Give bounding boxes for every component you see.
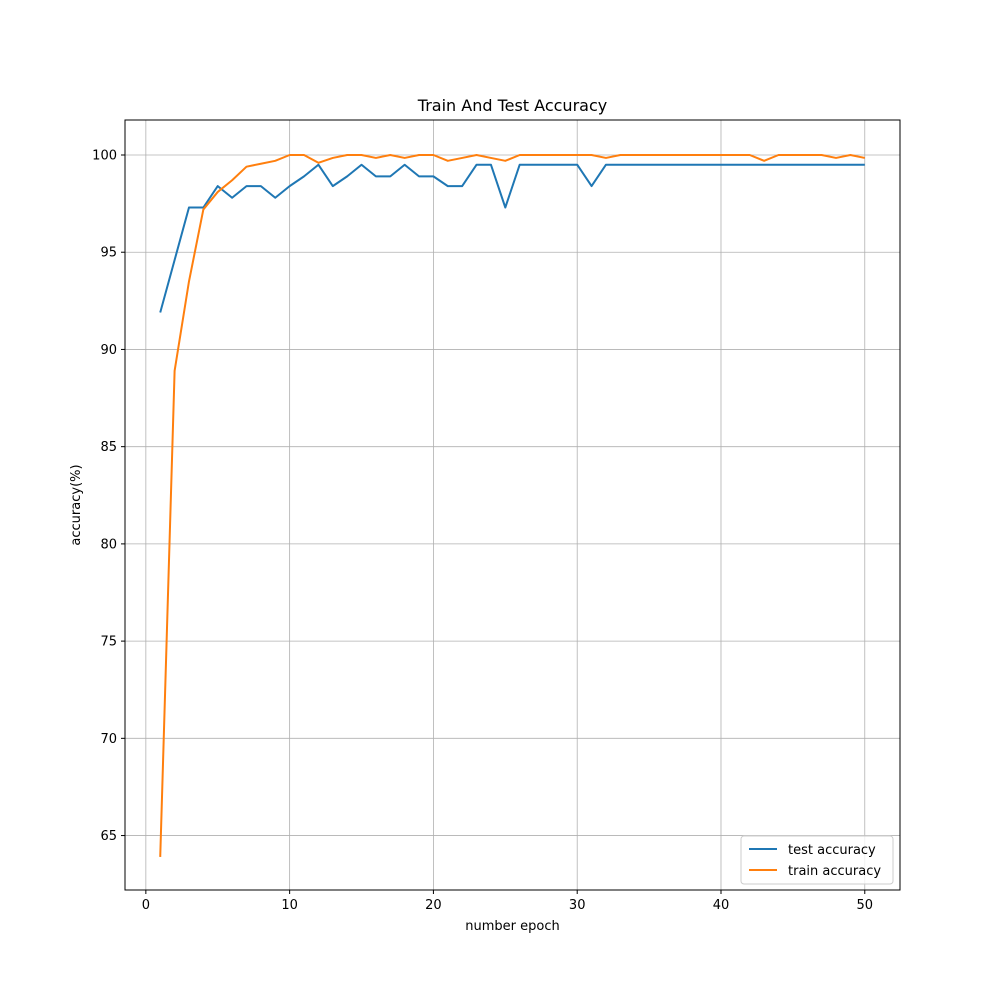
legend-box	[740, 835, 894, 885]
x-tick-label: 20	[425, 898, 442, 913]
y-tick-label: 85	[100, 440, 117, 455]
legend: test accuracy train accuracy	[740, 835, 894, 885]
x-tick-label: 0	[142, 898, 150, 913]
y-tick-label: 65	[100, 829, 117, 844]
axis-ticks: 0 10 20 30 40 50 65 70 75 80 85 90 95 100	[92, 149, 873, 914]
legend-label-test-accuracy: test accuracy	[788, 843, 876, 858]
y-axis-label: accuracy(%)	[69, 464, 84, 545]
series-line-test-accuracy	[159, 163, 865, 313]
plot-frame	[124, 119, 901, 891]
grid-lines	[125, 120, 900, 890]
y-tick-label: 80	[100, 537, 117, 552]
x-tick-label: 40	[713, 898, 730, 913]
y-tick-label: 70	[100, 732, 117, 747]
series-line-train-accuracy	[159, 154, 865, 857]
y-tick-label: 95	[100, 246, 117, 261]
y-tick-label: 75	[100, 635, 117, 650]
x-axis-label: number epoch	[465, 919, 559, 934]
x-tick-label: 30	[569, 898, 586, 913]
x-tick-label: 50	[856, 898, 873, 913]
y-tick-label: 100	[92, 149, 117, 164]
y-tick-label: 90	[100, 343, 117, 358]
series-lines	[159, 154, 865, 857]
x-tick-label: 10	[281, 898, 298, 913]
legend-label-train-accuracy: train accuracy	[788, 864, 881, 879]
chart-title: Train And Test Accuracy	[417, 96, 607, 115]
